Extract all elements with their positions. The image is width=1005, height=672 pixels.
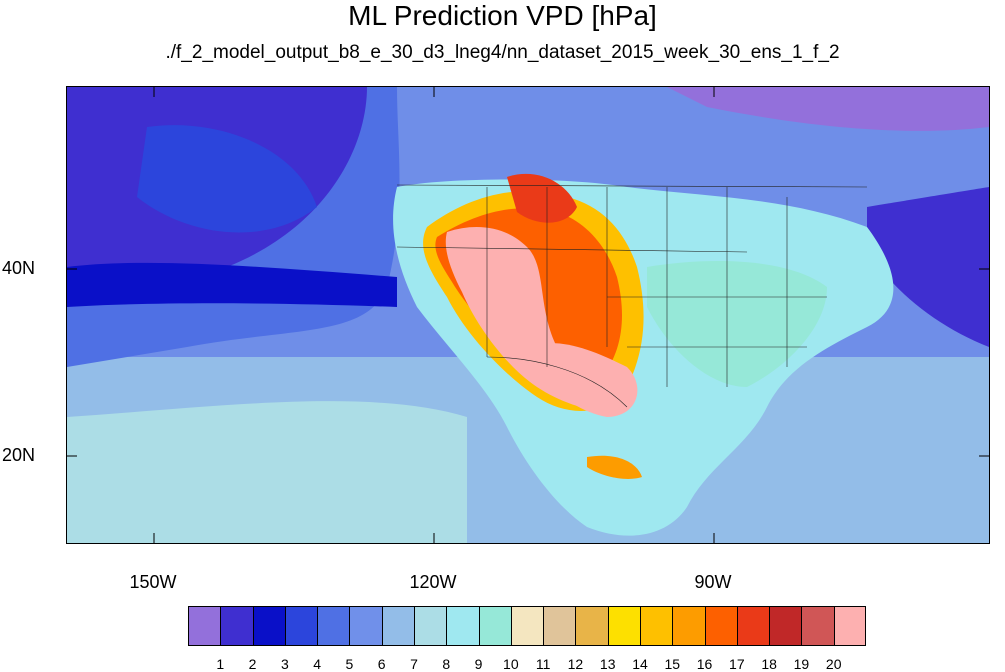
colorbar-label: 9 [474, 656, 483, 672]
colorbar-swatch [510, 606, 544, 646]
southern-mexico [587, 455, 642, 479]
y-tick-40n: 40N [2, 258, 36, 278]
colorbar [188, 606, 866, 646]
colorbar-label: 11 [535, 656, 551, 672]
colorbar-swatch [446, 606, 479, 646]
colorbar-label: 1 [216, 656, 225, 672]
colorbar-swatch [672, 606, 705, 646]
northern-rockies [507, 173, 577, 223]
colorbar-label: 3 [280, 656, 289, 672]
colorbar-swatch [317, 606, 350, 646]
colorbar-label: 7 [410, 656, 418, 672]
colorbar-label: 12 [567, 656, 584, 672]
colorbar-label: 18 [761, 656, 777, 672]
frame-ticks [67, 87, 989, 543]
colorbar-label: 10 [503, 656, 519, 672]
map-title: ML Prediction VPD [hPa] [348, 0, 657, 31]
colorbar-label: 16 [696, 656, 713, 672]
colorbar-swatch [607, 606, 640, 646]
great-basin-peak [445, 227, 627, 411]
colorbar-swatch [478, 606, 511, 646]
map-svg [67, 87, 989, 543]
colorbar-swatch [704, 606, 737, 646]
ocean-tropical [67, 401, 467, 543]
colorbar-swatch [252, 606, 285, 646]
x-tick-120w: 120W [409, 572, 457, 592]
colorbar-swatch [414, 606, 447, 646]
y-tick-20n: 20N [2, 445, 36, 465]
colorbar-swatch [833, 606, 866, 646]
borders [396, 184, 868, 408]
central-us [647, 261, 827, 387]
colorbar-label: 8 [442, 656, 451, 672]
colorbar-swatch [381, 606, 414, 646]
x-tick-150w: 150W [129, 572, 177, 592]
colorbar-label: 19 [793, 656, 810, 672]
colorbar-label: 4 [313, 656, 322, 672]
colorbar-swatch [801, 606, 834, 646]
colorbar-swatch [640, 606, 673, 646]
map-subtitle: ./f_2_model_output_b8_e_30_d3_lneg4/nn_d… [165, 42, 840, 63]
colorbar-label: 17 [729, 656, 745, 672]
mexico-peak [527, 343, 638, 417]
colorbar-swatch [284, 606, 318, 646]
vpd-map [66, 86, 990, 544]
colorbar-label: 13 [599, 656, 616, 672]
canada-north [667, 87, 989, 131]
colorbar-swatch [736, 606, 770, 646]
colorbar-swatch [575, 606, 608, 646]
colorbar-label: 14 [632, 656, 648, 672]
colorbar-label: 5 [345, 656, 354, 672]
atlantic-low [867, 187, 989, 347]
x-tick-90w: 90W [694, 572, 732, 592]
colorbar-swatch [349, 606, 382, 646]
colorbar-label: 6 [377, 656, 386, 672]
colorbar-label: 20 [825, 656, 842, 672]
colorbar-label: 2 [248, 656, 257, 672]
pacific-core [137, 125, 317, 233]
colorbar-swatch [769, 606, 802, 646]
pacific-jet [67, 262, 397, 307]
colorbar-swatch [543, 606, 576, 646]
colorbar-swatch [220, 606, 253, 646]
colorbar-label: 15 [664, 656, 681, 672]
colorbar-swatch [188, 606, 221, 646]
